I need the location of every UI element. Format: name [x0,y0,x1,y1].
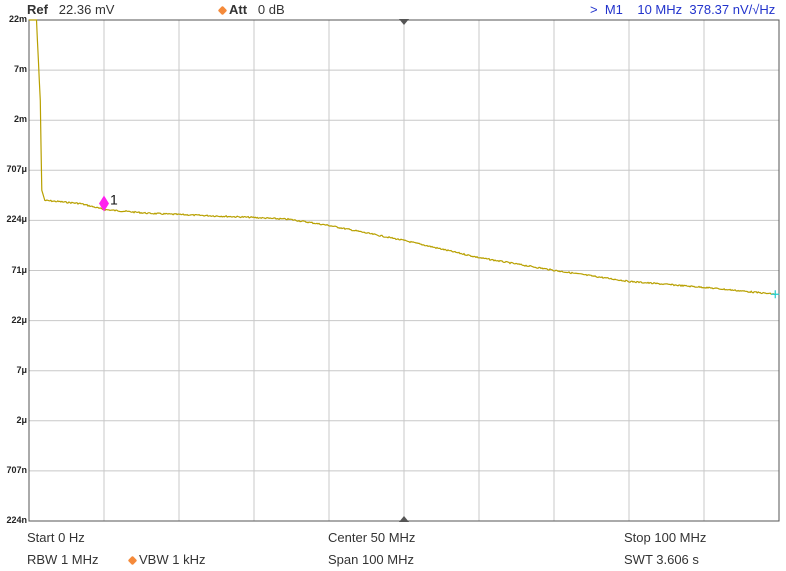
span: Span 100 MHz [328,552,414,567]
marker-readout: > M1 10 MHz 378.37 nV/√Hz [590,2,775,17]
y-tick-label: 7μ [16,364,27,375]
y-tick-label: 224μ [6,214,27,225]
vbw-group: VBW 1 kHz [127,552,206,567]
y-tick-label: 7m [13,64,27,75]
vbw: VBW 1 kHz [139,552,206,567]
y-tick-label: 707n [6,464,27,475]
center-top-triangle-icon [399,19,409,25]
y-tick-label: 2m [13,114,27,125]
vbw-indicator-icon [127,555,138,566]
marker-diamond-icon [99,195,109,212]
marker-value: 378.37 nV/√Hz [689,2,776,17]
attenuation: Att 0 dB [217,2,285,17]
stop-freq: Stop 100 MHz [624,530,707,545]
att-value: 0 dB [257,2,285,17]
marker-name: M1 [604,2,623,17]
ref-level: Ref 22.36 mV [27,2,114,17]
y-tick-label: 22m [8,14,27,24]
y-tick-label: 22μ [11,314,27,325]
att-label: Att [229,2,248,17]
marker-prefix: > [590,2,598,17]
trace-end-crosshair-icon [771,290,780,299]
center-bottom-triangle-icon [399,516,409,522]
trace-line [29,19,776,295]
y-tick-label: 224n [6,515,27,525]
y-tick-label: 71μ [11,264,27,275]
y-tick-label: 2μ [16,414,27,425]
ref-value: 22.36 mV [58,2,115,17]
marker-freq: 10 MHz [637,2,683,17]
start-freq: Start 0 Hz [27,530,85,545]
sweep-time: SWT 3.606 s [624,552,699,567]
rbw: RBW 1 MHz [27,552,99,567]
y-tick-label: 707μ [6,164,27,175]
center-freq: Center 50 MHz [328,530,416,545]
ref-label: Ref [27,2,48,17]
marker-label: 1 [110,192,118,208]
